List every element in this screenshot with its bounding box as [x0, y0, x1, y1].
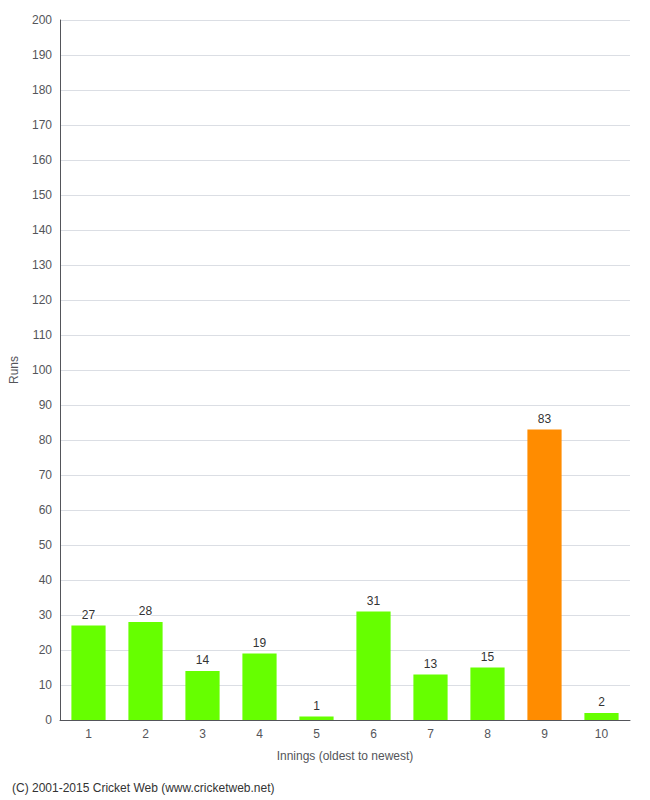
- svg-text:14: 14: [196, 653, 210, 667]
- svg-text:19: 19: [253, 636, 267, 650]
- svg-text:120: 120: [32, 293, 52, 307]
- svg-text:9: 9: [541, 727, 548, 741]
- svg-text:150: 150: [32, 188, 52, 202]
- svg-text:(C) 2001-2015 Cricket Web (www: (C) 2001-2015 Cricket Web (www.cricketwe…: [12, 781, 275, 795]
- svg-text:8: 8: [484, 727, 491, 741]
- svg-text:7: 7: [427, 727, 434, 741]
- svg-text:50: 50: [39, 538, 53, 552]
- svg-text:Runs: Runs: [7, 356, 21, 384]
- svg-text:28: 28: [139, 604, 153, 618]
- svg-text:60: 60: [39, 503, 53, 517]
- svg-text:20: 20: [39, 643, 53, 657]
- svg-text:4: 4: [256, 727, 263, 741]
- svg-text:100: 100: [32, 363, 52, 377]
- svg-text:13: 13: [424, 657, 438, 671]
- svg-text:40: 40: [39, 573, 53, 587]
- svg-text:190: 190: [32, 48, 52, 62]
- svg-text:80: 80: [39, 433, 53, 447]
- svg-text:170: 170: [32, 118, 52, 132]
- svg-text:200: 200: [32, 13, 52, 27]
- svg-text:1: 1: [85, 727, 92, 741]
- svg-text:90: 90: [39, 398, 53, 412]
- svg-text:110: 110: [33, 328, 52, 342]
- svg-text:2: 2: [598, 695, 605, 709]
- svg-text:3: 3: [199, 727, 206, 741]
- svg-text:6: 6: [370, 727, 377, 741]
- svg-text:70: 70: [39, 468, 53, 482]
- svg-text:160: 160: [32, 153, 52, 167]
- svg-text:15: 15: [481, 650, 495, 664]
- svg-text:0: 0: [45, 713, 52, 727]
- svg-text:10: 10: [39, 678, 53, 692]
- svg-text:180: 180: [32, 83, 52, 97]
- svg-text:31: 31: [367, 594, 381, 608]
- svg-text:130: 130: [32, 258, 52, 272]
- svg-text:1: 1: [313, 699, 320, 713]
- svg-text:27: 27: [82, 608, 96, 622]
- svg-text:Innings (oldest to newest): Innings (oldest to newest): [277, 749, 414, 763]
- svg-text:10: 10: [595, 727, 609, 741]
- svg-text:5: 5: [313, 727, 320, 741]
- svg-text:30: 30: [39, 608, 53, 622]
- svg-text:83: 83: [538, 412, 552, 426]
- svg-text:2: 2: [142, 727, 149, 741]
- svg-text:140: 140: [32, 223, 52, 237]
